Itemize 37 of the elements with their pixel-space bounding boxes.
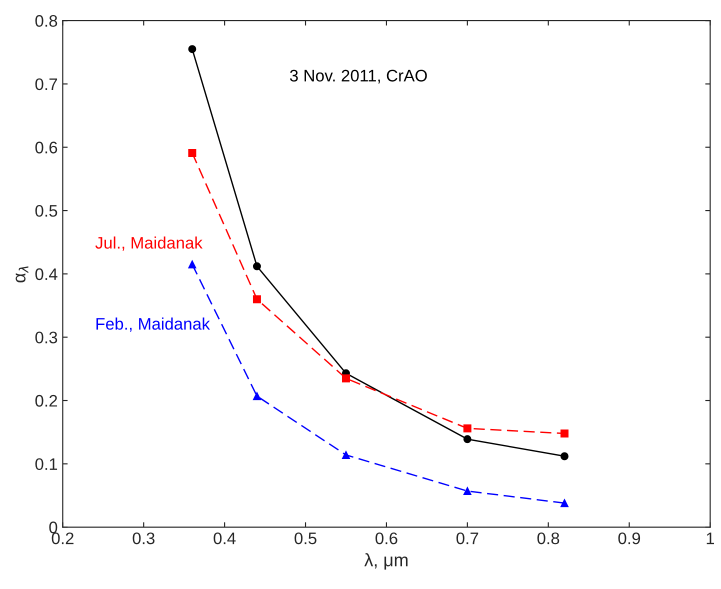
- y-tick-label: 0.5: [35, 204, 58, 217]
- x-tick-label: 0.2: [52, 532, 74, 544]
- y-tick-label: 0.8: [35, 15, 58, 27]
- point: [463, 424, 472, 432]
- x-tick-label: 0.9: [618, 532, 640, 544]
- series-label: Feb., Maidanak: [96, 318, 210, 332]
- text: 3 Nov. 2011, CrAO: [290, 70, 427, 84]
- x-tick-label: 0.6: [376, 532, 398, 544]
- y-axis-title: α$_{λ}$: [16, 266, 28, 282]
- y-tick-label: 0: [49, 522, 58, 534]
- x-tick-label: 0.5: [294, 532, 316, 544]
- x-tick-label: 0.8: [537, 532, 560, 544]
- y-tick-label: 0.7: [35, 78, 58, 90]
- point: [188, 260, 196, 268]
- x-tick-label: 0.4: [214, 532, 236, 544]
- point: [342, 450, 350, 459]
- y-tick-label: 0.6: [35, 142, 58, 154]
- point: [188, 45, 196, 54]
- point: [463, 435, 472, 444]
- x-tick-label: 0.3: [132, 532, 155, 544]
- point: [188, 148, 196, 157]
- x-axis-title: λ, μm: [364, 553, 408, 570]
- point: [252, 262, 261, 270]
- point: [560, 452, 568, 460]
- x-tick-label: 1: [706, 532, 714, 544]
- x-tick-label: 0.7: [456, 532, 478, 544]
- y-tick-label: 0.3: [35, 332, 58, 344]
- point: [342, 374, 350, 382]
- y-tick-label: 0.2: [35, 394, 58, 407]
- series-label: Jul., Maidanak: [95, 236, 203, 251]
- point: [560, 499, 568, 508]
- point: [560, 429, 568, 438]
- y-tick-label: 0.4: [35, 268, 58, 280]
- point: [463, 487, 472, 496]
- point: [252, 295, 261, 304]
- y-tick-label: 0.1: [35, 458, 58, 470]
- point: [252, 392, 261, 400]
